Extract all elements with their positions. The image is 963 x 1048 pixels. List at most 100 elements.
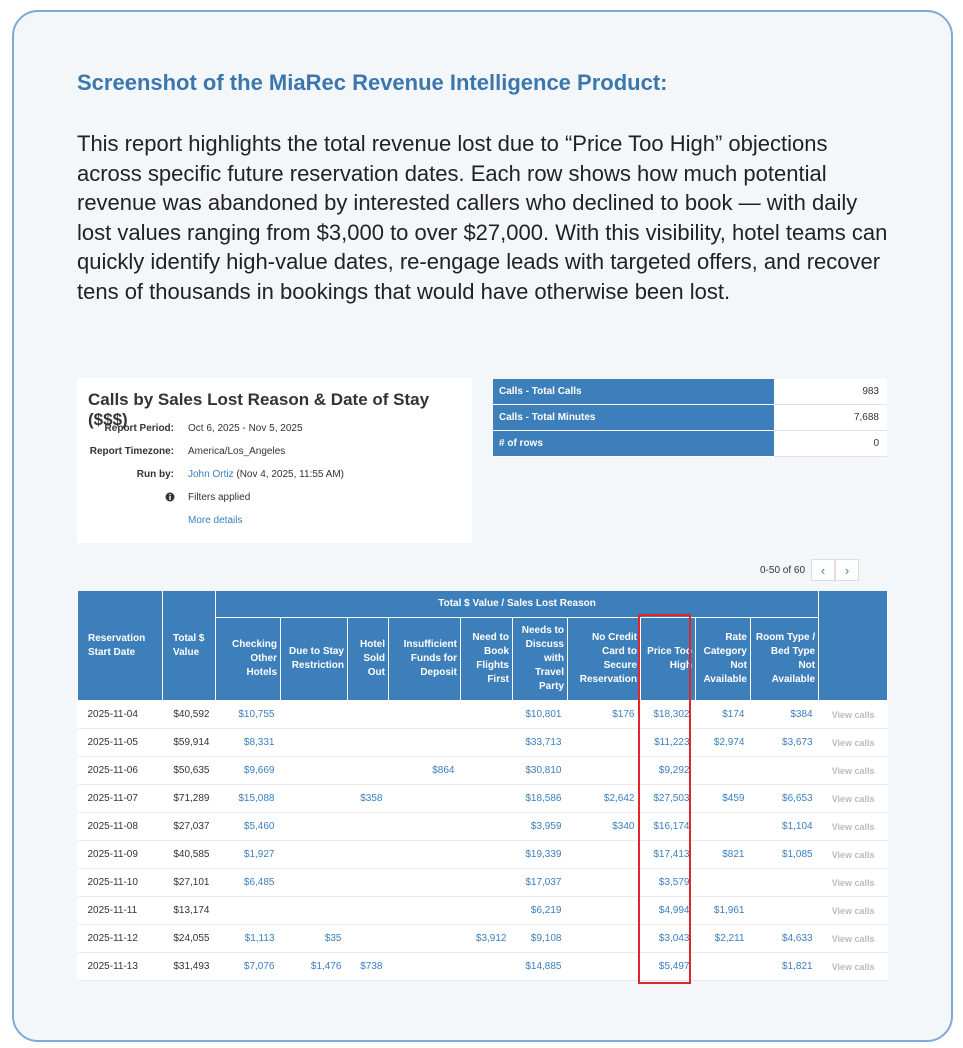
date-cell: 2025-11-05 (77, 728, 163, 757)
value-cell (388, 952, 461, 981)
column-header: Rate Category Not Available (695, 617, 751, 701)
field-value: America/Los_Angeles (188, 446, 286, 457)
value-cell (347, 868, 389, 897)
value-cell: $1,104 (750, 812, 819, 841)
value-cell: $33,713 (512, 728, 568, 757)
value-cell (460, 756, 513, 785)
value-cell (695, 812, 751, 841)
value-cell (280, 812, 348, 841)
summary-row: Calls - Total Minutes 7,688 (493, 404, 887, 431)
date-cell: 2025-11-13 (77, 952, 163, 981)
value-cell: $2,974 (695, 728, 751, 757)
table-row: 2025-11-05 $59,914 $8,331 $33,713 $11,223 $2,… (77, 728, 888, 757)
field-label: Report Timezone: (89, 446, 174, 457)
description: This report highlights the total revenue… (77, 131, 888, 304)
value-cell (215, 896, 281, 925)
value-cell (750, 756, 819, 785)
value-cell: $17,037 (512, 868, 568, 897)
value-cell: $14,885 (512, 952, 568, 981)
heading: Screenshot of the MiaRec Revenue Intelli… (77, 70, 668, 95)
value-cell (567, 756, 641, 785)
table-row: 2025-11-13 $31,493 $7,076 $1,476 $738 $14,885… (77, 952, 888, 981)
value-cell: $3,912 (460, 924, 513, 953)
value-cell (460, 700, 513, 729)
date-cell: 2025-11-10 (77, 868, 163, 897)
date-cell: 2025-11-04 (77, 700, 163, 729)
value-cell: $340 (567, 812, 641, 841)
value-cell: $1,476 (280, 952, 348, 981)
view-calls[interactable]: View calls (818, 840, 888, 869)
next-button[interactable]: › (835, 559, 860, 581)
value-cell: $6,219 (512, 896, 568, 925)
value-cell: $1,113 (215, 924, 281, 953)
value-cell: $5,460 (215, 812, 281, 841)
column-header: Reservation Start Date (77, 591, 163, 701)
filters-text: Filters applied (188, 492, 251, 503)
view-calls[interactable]: View calls (818, 896, 888, 925)
table-row: 2025-11-08 $27,037 $5,460 $3,959 $340 $16,174… (77, 812, 888, 841)
date-cell: 2025-11-12 (77, 924, 163, 953)
value-cell: $6,485 (215, 868, 281, 897)
summary-value: 7,688 (774, 404, 887, 431)
value-cell (347, 756, 389, 785)
more-details[interactable]: More details (188, 515, 243, 526)
value-cell: $821 (695, 840, 751, 869)
value-cell (280, 868, 348, 897)
value-cell (388, 700, 461, 729)
user-link[interactable]: John Ortiz (188, 469, 234, 480)
run-time: (Nov 4, 2025, 11:55 AM) (236, 469, 345, 480)
view-calls[interactable]: View calls (818, 952, 888, 981)
value-cell (388, 924, 461, 953)
value-cell: $738 (347, 952, 389, 981)
date-cell: 2025-11-11 (77, 896, 163, 925)
value-cell: $1,085 (750, 840, 819, 869)
date-cell: 2025-11-08 (77, 812, 163, 841)
column-header: Due to Stay Restriction (280, 617, 348, 701)
field-label: Report Period: (104, 423, 174, 434)
view-calls[interactable]: View calls (818, 700, 888, 729)
value-cell: $9,292 (640, 756, 696, 785)
blank-header (818, 591, 889, 701)
view-calls[interactable]: View calls (818, 812, 888, 841)
view-calls[interactable]: View calls (818, 728, 888, 757)
view-calls[interactable]: View calls (818, 924, 888, 953)
report-title: Calls by Sales Lost Reason & Date of Sta… (88, 390, 430, 429)
value-cell (695, 868, 751, 897)
value-cell: $1,821 (750, 952, 819, 981)
value-cell (567, 952, 641, 981)
value-cell (460, 784, 513, 813)
header-row: Reservation Start Date Total $ Value Total… (77, 591, 889, 701)
field-value: Oct 6, 2025 - Nov 5, 2025 (188, 423, 303, 434)
view-calls[interactable]: View calls (818, 868, 888, 897)
value-cell: $176 (567, 700, 641, 729)
total-cell: $27,037 (162, 812, 216, 841)
value-cell (280, 728, 348, 757)
value-cell: $2,211 (695, 924, 751, 953)
column-header: Needs to Discuss with Travel Party (512, 617, 568, 701)
value-cell (567, 868, 641, 897)
value-cell: $9,108 (512, 924, 568, 953)
value-cell (695, 756, 751, 785)
value-cell (347, 840, 389, 869)
value-cell: $18,302 (640, 700, 696, 729)
prev-button[interactable]: ‹ (811, 559, 836, 581)
view-calls[interactable]: View calls (818, 756, 888, 785)
value-cell (388, 784, 461, 813)
total-cell: $59,914 (162, 728, 216, 757)
value-cell: $864 (388, 756, 461, 785)
value-cell (750, 868, 819, 897)
value-cell (388, 868, 461, 897)
field-value: John Ortiz (Nov 4, 2025, 11:55 AM) (188, 469, 344, 480)
view-calls[interactable]: View calls (818, 784, 888, 813)
page-range: 0-50 of 60 (760, 564, 806, 576)
total-cell: $31,493 (162, 952, 216, 981)
table-row: 2025-11-12 $24,055 $1,113 $35 $3,912 $9,108 $3… (77, 924, 888, 953)
value-cell (567, 840, 641, 869)
value-cell (567, 924, 641, 953)
value-cell (347, 812, 389, 841)
value-cell (567, 728, 641, 757)
value-cell: $3,043 (640, 924, 696, 953)
pagination: 0-50 of 60 ‹ › (760, 559, 860, 581)
column-header: Need to Book Flights First (460, 617, 513, 701)
